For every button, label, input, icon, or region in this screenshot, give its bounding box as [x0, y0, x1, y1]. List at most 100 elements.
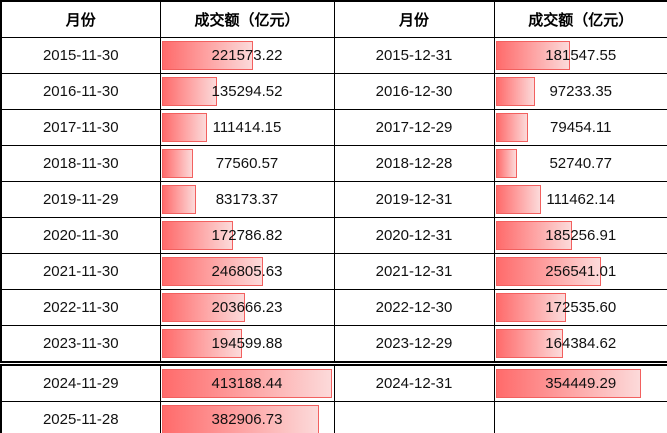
value-cell: 194599.88 [159, 325, 335, 366]
month-cell: 2020-12-31 [333, 217, 495, 254]
data-bar [495, 77, 536, 106]
value-cell: 83173.37 [159, 181, 335, 218]
data-bar [495, 257, 601, 286]
value-text: 97233.35 [549, 83, 613, 100]
value-text: 246805.63 [211, 263, 283, 280]
table-row: 2022-11-30 203666.23 2022-12-30 172535.60 [0, 289, 667, 326]
month-cell: 2022-11-30 [0, 289, 161, 326]
table-row: 2020-11-30 172786.82 2020-12-31 185256.91 [0, 217, 667, 254]
table-body: 2015-11-30 221573.22 2015-12-31 181547.55 20… [0, 37, 667, 433]
value-text: 413188.44 [211, 375, 283, 392]
data-bar [495, 149, 518, 178]
value-cell: 79454.11 [493, 109, 667, 146]
data-bar [161, 257, 264, 286]
month-cell: 2021-11-30 [0, 253, 161, 290]
data-bar [161, 113, 208, 142]
month-cell [333, 401, 495, 433]
month-cell: 2015-11-30 [0, 37, 161, 74]
table-row: 2024-11-29 413188.44 2024-12-31 354449.29 [0, 363, 667, 402]
data-bar [161, 405, 320, 433]
value-text: 172786.82 [211, 227, 283, 244]
table-row: 2018-11-30 77560.57 2018-12-28 52740.77 [0, 145, 667, 182]
data-bar [161, 149, 194, 178]
month-cell: 2015-12-31 [333, 37, 495, 74]
header-row: 月份 成交额（亿元） 月份 成交额（亿元） [0, 0, 667, 38]
value-text: 221573.22 [211, 47, 283, 64]
table-row: 2021-11-30 246805.63 2021-12-31 256541.01 [0, 253, 667, 290]
month-cell: 2024-11-29 [0, 363, 161, 402]
month-cell: 2020-11-30 [0, 217, 161, 254]
data-bar [161, 329, 242, 358]
value-cell: 246805.63 [159, 253, 335, 290]
month-cell: 2019-12-31 [333, 181, 495, 218]
month-cell: 2019-11-29 [0, 181, 161, 218]
data-bar [495, 113, 529, 142]
value-cell: 256541.01 [493, 253, 667, 290]
month-cell: 2023-11-30 [0, 325, 161, 366]
header-value-right: 成交额（亿元） [493, 0, 667, 38]
data-bar [495, 369, 642, 398]
month-cell: 2017-12-29 [333, 109, 495, 146]
value-cell: 413188.44 [159, 363, 335, 402]
value-text: 194599.88 [211, 335, 283, 352]
month-cell: 2018-12-28 [333, 145, 495, 182]
month-cell: 2021-12-31 [333, 253, 495, 290]
data-bar [161, 41, 253, 70]
value-cell: 382906.73 [159, 401, 335, 433]
data-bar [495, 221, 572, 250]
table-row: 2019-11-29 83173.37 2019-12-31 111462.14 [0, 181, 667, 218]
data-bar [495, 329, 564, 358]
value-cell: 172786.82 [159, 217, 335, 254]
value-cell: 203666.23 [159, 289, 335, 326]
month-cell: 2025-11-28 [0, 401, 161, 433]
month-cell: 2017-11-30 [0, 109, 161, 146]
header-month-left: 月份 [0, 0, 161, 38]
value-text: 111462.14 [546, 191, 616, 208]
table-header: 月份 成交额（亿元） 月份 成交额（亿元） [0, 0, 667, 38]
value-text: 135294.52 [211, 83, 283, 100]
data-bar [161, 221, 233, 250]
month-cell: 2024-12-31 [333, 363, 495, 402]
value-text: 256541.01 [545, 263, 617, 280]
value-text: 354449.29 [545, 375, 617, 392]
month-cell: 2016-11-30 [0, 73, 161, 110]
data-bar [161, 185, 196, 214]
value-cell: 185256.91 [493, 217, 667, 254]
header-month-right: 月份 [333, 0, 495, 38]
value-cell: 111462.14 [493, 181, 667, 218]
value-text: 382906.73 [211, 411, 283, 428]
value-cell: 181547.55 [493, 37, 667, 74]
table-row: 2023-11-30 194599.88 2023-12-29 164384.62 [0, 325, 667, 366]
table-row: 2016-11-30 135294.52 2016-12-30 97233.35 [0, 73, 667, 110]
value-text: 77560.57 [215, 155, 279, 172]
value-cell: 172535.60 [493, 289, 667, 326]
table-row: 2017-11-30 111414.15 2017-12-29 79454.11 [0, 109, 667, 146]
table-row: 2015-11-30 221573.22 2015-12-31 181547.55 [0, 37, 667, 74]
value-cell: 135294.52 [159, 73, 335, 110]
value-text: 185256.91 [545, 227, 617, 244]
value-cell: 354449.29 [493, 363, 667, 402]
value-cell: 111414.15 [159, 109, 335, 146]
value-text: 164384.62 [545, 335, 617, 352]
data-bar [495, 41, 571, 70]
value-text: 111414.15 [212, 119, 282, 136]
month-cell: 2022-12-30 [333, 289, 495, 326]
value-text: 203666.23 [211, 299, 283, 316]
data-bar [495, 293, 567, 322]
value-cell [493, 401, 667, 433]
month-cell: 2016-12-30 [333, 73, 495, 110]
value-text: 181547.55 [545, 47, 617, 64]
value-cell: 52740.77 [493, 145, 667, 182]
value-cell: 77560.57 [159, 145, 335, 182]
data-bar [161, 369, 332, 398]
month-cell: 2023-12-29 [333, 325, 495, 366]
value-cell: 97233.35 [493, 73, 667, 110]
data-bar [161, 77, 218, 106]
month-cell: 2018-11-30 [0, 145, 161, 182]
value-text: 172535.60 [545, 299, 617, 316]
value-text: 79454.11 [550, 119, 612, 136]
value-cell: 221573.22 [159, 37, 335, 74]
header-value-left: 成交额（亿元） [159, 0, 335, 38]
